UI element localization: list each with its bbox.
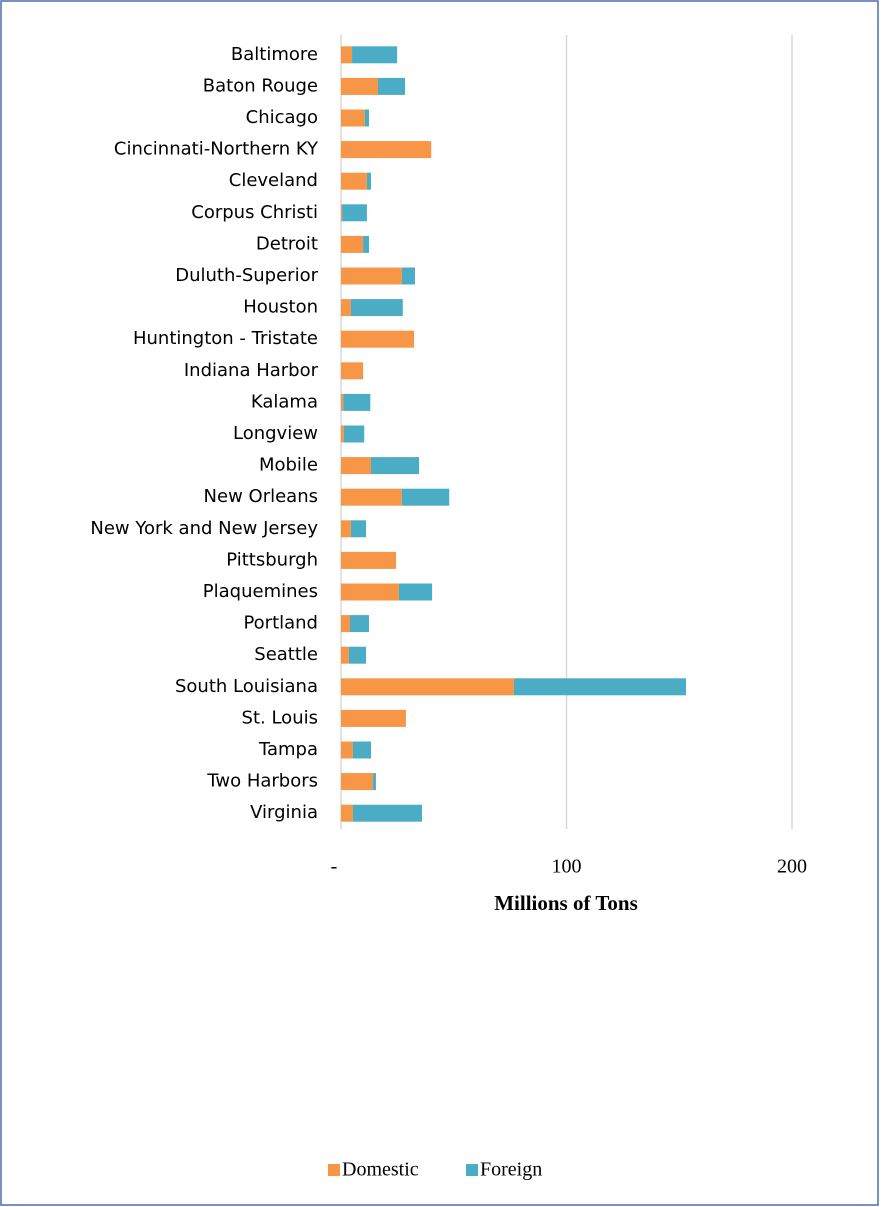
y-tick-label: Portland xyxy=(243,613,318,634)
legend-label: Foreign xyxy=(480,1159,542,1181)
bar xyxy=(377,77,406,95)
y-tick-label: Seattle xyxy=(254,644,318,665)
bar xyxy=(401,488,450,506)
bar xyxy=(513,678,687,696)
y-tick-label: South Louisiana xyxy=(175,676,318,697)
x-tick-label: - xyxy=(331,856,338,878)
x-tick-label: 200 xyxy=(777,856,807,878)
bar xyxy=(341,46,353,64)
bar xyxy=(341,172,367,190)
bar xyxy=(363,235,369,253)
y-tick-label: Pittsburgh xyxy=(226,549,318,570)
y-tick-label: Tampa xyxy=(258,739,318,760)
y-tick-label: Indiana Harbor xyxy=(184,360,319,381)
y-tick-label: New Orleans xyxy=(204,486,318,507)
bar xyxy=(341,741,353,759)
bar xyxy=(343,425,365,443)
legend-label: Domestic xyxy=(342,1159,419,1181)
legend-swatch xyxy=(466,1164,478,1176)
bar xyxy=(350,299,403,317)
bar xyxy=(341,330,415,348)
bar xyxy=(341,520,351,538)
y-tick-label: Kalama xyxy=(251,391,318,412)
x-tick-label: 100 xyxy=(552,856,582,878)
y-tick-label: Corpus Christi xyxy=(191,202,318,223)
y-tick-label: Plaquemines xyxy=(203,581,318,602)
y-tick-label: Cleveland xyxy=(229,170,318,191)
bar xyxy=(352,46,398,64)
bar xyxy=(341,141,432,159)
y-tick-label: Mobile xyxy=(259,455,318,476)
bar xyxy=(342,204,367,222)
bar xyxy=(352,741,371,759)
y-tick-label: Chicago xyxy=(246,107,318,128)
bar xyxy=(341,77,378,95)
bar xyxy=(366,172,371,190)
bar xyxy=(348,646,367,664)
bar xyxy=(373,773,376,791)
bar xyxy=(341,235,364,253)
bar xyxy=(341,773,374,791)
bar xyxy=(401,267,415,285)
y-tick-label: Virginia xyxy=(250,802,318,823)
bar xyxy=(343,393,371,411)
y-tick-label: Huntington - Tristate xyxy=(133,328,318,349)
bar xyxy=(370,457,420,475)
bar xyxy=(341,583,399,601)
y-tick-label: Detroit xyxy=(256,233,318,254)
bar xyxy=(352,804,422,822)
bar xyxy=(341,362,364,380)
y-tick-label: Baltimore xyxy=(231,44,318,65)
y-tick-label: Two Harbors xyxy=(206,771,318,792)
y-tick-label: St. Louis xyxy=(242,707,318,728)
y-tick-label: Longview xyxy=(233,423,318,444)
bar xyxy=(364,109,369,127)
bar xyxy=(341,457,371,475)
bar xyxy=(341,646,349,664)
bar xyxy=(341,678,514,696)
bar xyxy=(341,204,343,222)
bar xyxy=(350,615,369,633)
x-axis-title: Millions of Tons xyxy=(494,891,638,915)
y-tick-label: Baton Rouge xyxy=(203,75,318,96)
bar xyxy=(398,583,433,601)
bar xyxy=(341,551,397,569)
bar xyxy=(341,709,406,727)
y-tick-label: Houston xyxy=(243,297,318,318)
bar xyxy=(341,393,344,411)
y-tick-label: Duluth-Superior xyxy=(175,265,318,286)
bar xyxy=(350,520,367,538)
bar xyxy=(341,109,365,127)
y-tick-label: New York and New Jersey xyxy=(90,518,318,539)
y-tick-label: Cincinnati-Northern KY xyxy=(114,139,319,160)
bar xyxy=(341,488,402,506)
bar xyxy=(341,299,351,317)
bar xyxy=(341,425,344,443)
legend-swatch xyxy=(328,1164,340,1176)
bar xyxy=(341,267,402,285)
bar xyxy=(341,615,351,633)
bar xyxy=(341,804,353,822)
